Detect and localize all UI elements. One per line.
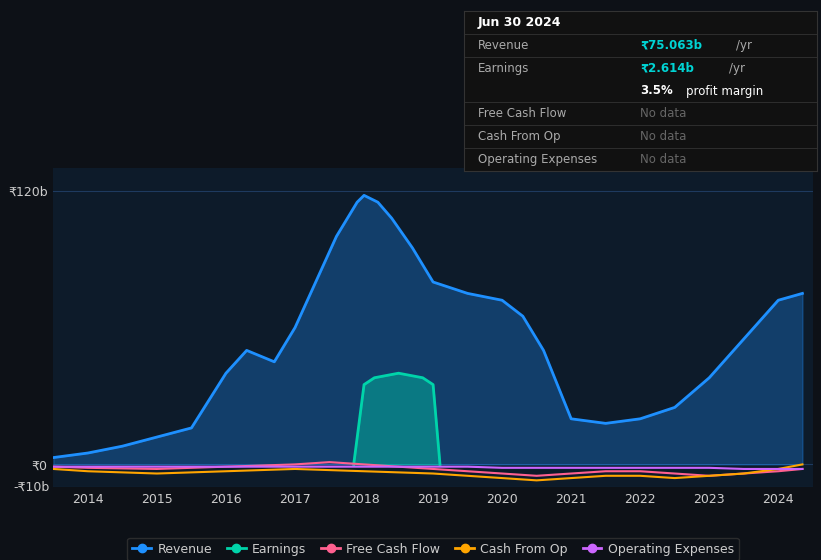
Text: No data: No data <box>640 108 686 120</box>
Text: Revenue: Revenue <box>478 39 530 52</box>
Legend: Revenue, Earnings, Free Cash Flow, Cash From Op, Operating Expenses: Revenue, Earnings, Free Cash Flow, Cash … <box>127 538 739 560</box>
Text: Cash From Op: Cash From Op <box>478 130 561 143</box>
Text: 3.5%: 3.5% <box>640 85 673 97</box>
Text: No data: No data <box>640 153 686 166</box>
Text: ₹2.614b: ₹2.614b <box>640 62 695 74</box>
Text: Jun 30 2024: Jun 30 2024 <box>478 16 562 29</box>
Text: profit margin: profit margin <box>686 85 764 97</box>
Text: Free Cash Flow: Free Cash Flow <box>478 108 566 120</box>
Text: /yr: /yr <box>729 62 745 74</box>
Text: ₹75.063b: ₹75.063b <box>640 39 703 52</box>
Text: /yr: /yr <box>736 39 752 52</box>
Text: Earnings: Earnings <box>478 62 530 74</box>
Text: Operating Expenses: Operating Expenses <box>478 153 597 166</box>
Text: -₹10b: -₹10b <box>13 480 49 494</box>
Text: No data: No data <box>640 130 686 143</box>
